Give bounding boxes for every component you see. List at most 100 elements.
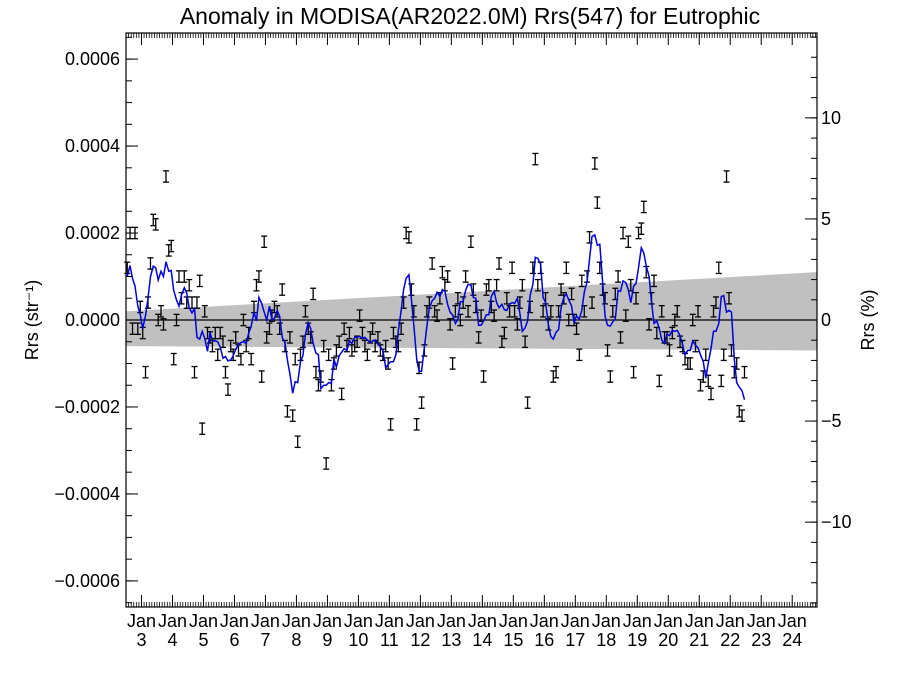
data-point [189,296,196,309]
x-tick-year-label: 16 [534,630,554,650]
chart-title: Anomaly in MODISA(AR2022.0M) Rrs(547) fo… [180,3,760,29]
y-tick-label-right: 0 [821,310,831,330]
data-points-layer [124,152,748,470]
data-point [261,235,268,249]
data-point [594,196,601,209]
x-tick-year-label: 6 [229,630,239,650]
data-point [302,304,309,318]
data-point [630,365,637,379]
data-point [142,365,149,379]
data-point [170,352,177,366]
data-point [669,326,676,340]
data-point [284,405,291,418]
data-point [550,370,557,383]
y-axis-left: 0.0006 0.0004 0.0002 0.0000 −0.0002 −0.0004 −0… [54,36,138,604]
x-tick-month-label: Jan [406,611,435,631]
data-point [702,348,709,362]
x-tick-month-label: Jan [437,611,466,631]
trend-band [126,272,817,351]
x-tick-month-label: Jan [375,611,404,631]
data-point [405,231,412,244]
data-point [723,170,730,183]
data-point [491,309,498,322]
data-point [532,152,539,166]
data-point [320,339,327,353]
data-point [336,335,343,349]
x-tick-month-label: Jan [127,611,156,631]
x-tick-year-label: 10 [348,630,368,650]
data-point [511,304,518,318]
x-tick-month-label: Jan [716,611,745,631]
data-point [607,370,614,383]
data-point [224,383,231,396]
x-tick-year-label: 19 [627,630,647,650]
data-point [475,331,482,344]
x-tick-year-label: 17 [565,630,585,650]
data-point [160,318,167,331]
data-point [232,331,239,344]
data-point [325,348,332,362]
y-tick-label-left: −0.0004 [54,484,120,504]
data-point [633,291,640,305]
data-point [134,322,141,336]
data-point [173,313,180,327]
data-point [346,326,353,340]
x-tick-month-label: Jan [778,611,807,631]
data-point [553,365,560,379]
data-point [708,387,715,401]
data-point [689,313,696,327]
x-tick-year-label: 8 [291,630,301,650]
y-axis-right-label: Rrs (%) [858,290,878,351]
data-point [697,378,704,392]
data-point [547,304,554,318]
data-point [712,296,719,309]
data-point [434,309,441,322]
x-tick-month-label: Jan [747,611,776,631]
data-point [255,270,262,283]
x-tick-month-label: Jan [189,611,218,631]
data-point [467,235,474,249]
data-point [237,352,244,366]
data-point [348,344,355,357]
data-point [129,322,136,336]
data-point [635,226,642,240]
x-tick-year-label: 15 [503,630,523,650]
data-point [651,274,658,288]
data-point [418,396,425,409]
data-point [568,287,575,301]
data-point [323,457,330,470]
data-point [687,357,694,370]
data-point [524,396,531,409]
x-tick-year-label: 20 [658,630,678,650]
data-point [540,304,547,318]
data-point [576,348,583,362]
data-point [214,348,221,362]
y-tick-label-left: 0.0004 [65,136,120,156]
data-point [666,344,673,357]
x-tick-year-label: 24 [782,630,802,650]
x-tick-year-label: 13 [441,630,461,650]
data-point [248,352,255,366]
data-point [258,370,265,383]
y-tick-label-right: 10 [821,108,841,128]
x-tick-month-label: Jan [654,611,683,631]
data-point [279,283,286,296]
data-point [158,304,165,318]
data-point [591,157,598,170]
data-point [168,239,175,253]
data-point [240,313,247,327]
data-point [292,352,299,366]
data-point [741,365,748,379]
smoothed-series-line [126,233,746,400]
data-point [444,270,451,283]
data-point [558,283,565,296]
y-tick-label-left: −0.0002 [54,397,120,417]
data-point [620,226,627,240]
data-point [519,278,526,292]
x-tick-month-label: Jan [561,611,590,631]
data-point [310,287,317,301]
data-point [509,261,516,275]
data-point [715,261,722,275]
x-tick-month-label: Jan [158,611,187,631]
data-point [196,274,203,288]
